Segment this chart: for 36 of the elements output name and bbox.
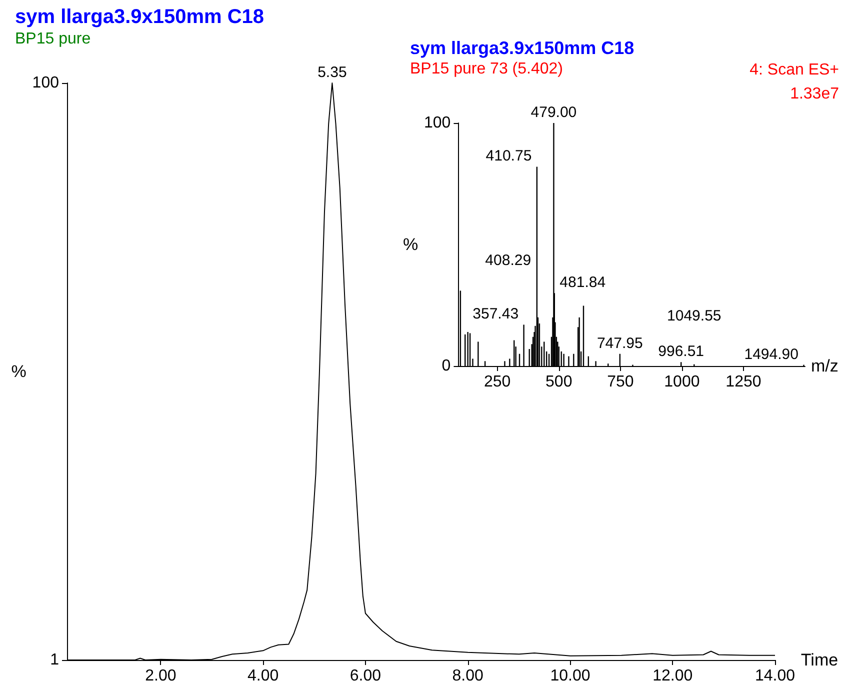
text: 1.33e7	[790, 86, 840, 102]
annotation: 1494.90	[744, 346, 798, 363]
y-tick-label: 1	[50, 652, 60, 668]
x-tick-label: 10.00	[550, 668, 590, 684]
annotation: 410.75	[486, 148, 532, 165]
chart-title: sym llarga3.9x150mm C18	[15, 6, 264, 28]
x-tick-label: 500	[546, 374, 572, 390]
x-tick-label: 4.00	[248, 668, 279, 684]
chart-title: sym llarga3.9x150mm C18	[410, 38, 634, 58]
annotation: 5.35	[318, 64, 347, 81]
annotation: 479.00	[530, 104, 577, 121]
x-tick-label: 8.00	[452, 668, 484, 684]
x-tick-label: 14.00	[754, 668, 796, 684]
y-axis-title: %	[11, 362, 26, 381]
x-tick-label: 2.00	[145, 668, 176, 684]
x-tick-label: 6.00	[350, 668, 382, 684]
x-tick-label: 750	[607, 374, 634, 390]
annotation: 357.43	[472, 306, 519, 323]
annotation: 747.95	[596, 334, 643, 352]
x-tick-label: 1000	[664, 374, 700, 390]
x-tick-label: 250	[484, 374, 511, 390]
annotation: 481.84	[560, 274, 606, 292]
annotation: 996.51	[658, 343, 704, 360]
annotation: 1049.55	[667, 307, 722, 324]
y-tick-label: 100	[424, 114, 451, 132]
x-axis-title: m/z	[811, 356, 838, 376]
chart-subtitle: BP15 pure	[15, 30, 91, 48]
annotation: 408.29	[485, 252, 532, 270]
x-axis-title: Time	[800, 650, 838, 670]
y-axis-title: %	[402, 235, 418, 254]
text: 4: Scan ES+	[750, 62, 839, 78]
x-tick-label: 1250	[726, 374, 762, 390]
y-tick-label: 100	[32, 74, 60, 92]
y-tick-label: 0	[442, 358, 451, 374]
chart-subtitle: BP15 pure 73 (5.402)	[410, 60, 563, 78]
x-tick-label: 12.00	[652, 668, 693, 684]
